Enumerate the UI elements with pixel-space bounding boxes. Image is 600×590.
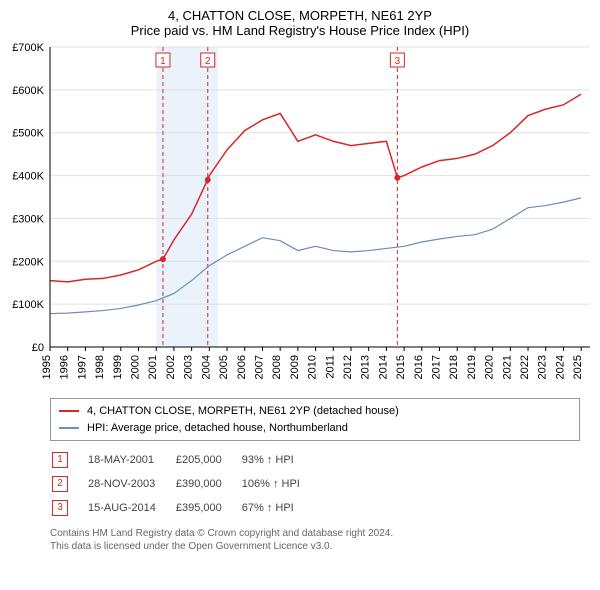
svg-text:£100K: £100K [12, 299, 44, 311]
svg-text:£300K: £300K [12, 213, 44, 225]
transaction-date: 18-MAY-2001 [88, 449, 174, 471]
svg-text:1998: 1998 [94, 355, 106, 379]
svg-text:2004: 2004 [200, 355, 212, 379]
svg-text:£600K: £600K [12, 85, 44, 97]
svg-text:1999: 1999 [112, 355, 124, 379]
legend-swatch [59, 410, 79, 412]
transaction-price: £395,000 [176, 497, 240, 519]
transaction-vs-hpi: 67% ↑ HPI [242, 497, 318, 519]
transaction-vs-hpi: 93% ↑ HPI [242, 449, 318, 471]
transaction-date: 28-NOV-2003 [88, 473, 174, 495]
footer-line1: Contains HM Land Registry data © Crown c… [50, 527, 580, 540]
footer-line2: This data is licensed under the Open Gov… [50, 540, 580, 553]
legend-item: 4, CHATTON CLOSE, MORPETH, NE61 2YP (det… [59, 403, 571, 420]
svg-text:2005: 2005 [218, 355, 230, 379]
svg-text:£500K: £500K [12, 128, 44, 140]
svg-text:2021: 2021 [501, 355, 513, 379]
legend-swatch [59, 427, 79, 429]
svg-text:2019: 2019 [466, 355, 478, 379]
legend-item: HPI: Average price, detached house, Nort… [59, 420, 571, 437]
svg-text:£400K: £400K [12, 171, 44, 183]
chart-subtitle: Price paid vs. HM Land Registry's House … [0, 23, 600, 42]
transaction-vs-hpi: 106% ↑ HPI [242, 473, 318, 495]
transaction-price: £205,000 [176, 449, 240, 471]
svg-text:1996: 1996 [59, 355, 71, 379]
svg-text:2003: 2003 [183, 355, 195, 379]
svg-text:2008: 2008 [271, 355, 283, 379]
transaction-price: £390,000 [176, 473, 240, 495]
svg-text:2012: 2012 [342, 355, 354, 379]
svg-text:2018: 2018 [448, 355, 460, 379]
svg-text:2017: 2017 [431, 355, 443, 379]
legend-label: 4, CHATTON CLOSE, MORPETH, NE61 2YP (det… [87, 403, 399, 420]
table-row: 1 18-MAY-2001£205,00093% ↑ HPI [52, 449, 318, 471]
svg-text:£200K: £200K [12, 256, 44, 268]
chart-area: £0 £100K £200K £300K £400K £500K £600K £700K 1 2 3… [0, 42, 600, 392]
legend: 4, CHATTON CLOSE, MORPETH, NE61 2YP (det… [50, 398, 580, 441]
legend-label: HPI: Average price, detached house, Nort… [87, 420, 348, 437]
svg-text:1997: 1997 [76, 355, 88, 379]
svg-text:2006: 2006 [236, 355, 248, 379]
chart-title: 4, CHATTON CLOSE, MORPETH, NE61 2YP [0, 0, 600, 23]
svg-text:£0: £0 [32, 342, 44, 354]
svg-text:1: 1 [160, 56, 166, 67]
svg-text:2013: 2013 [360, 355, 372, 379]
svg-text:2023: 2023 [537, 355, 549, 379]
svg-text:2025: 2025 [572, 355, 584, 379]
svg-text:2016: 2016 [413, 355, 425, 379]
transaction-marker: 1 [52, 452, 68, 468]
svg-text:1995: 1995 [41, 355, 53, 379]
svg-text:2015: 2015 [395, 355, 407, 379]
svg-text:2010: 2010 [307, 355, 319, 379]
transaction-marker: 3 [52, 500, 68, 516]
svg-text:£700K: £700K [12, 42, 44, 54]
svg-text:2011: 2011 [324, 355, 336, 379]
transaction-marker: 2 [52, 476, 68, 492]
svg-text:2009: 2009 [289, 355, 301, 379]
svg-text:2001: 2001 [147, 355, 159, 379]
svg-text:2007: 2007 [253, 355, 265, 379]
svg-text:3: 3 [395, 56, 401, 67]
transaction-date: 15-AUG-2014 [88, 497, 174, 519]
svg-text:2020: 2020 [484, 355, 496, 379]
footer-attribution: Contains HM Land Registry data © Crown c… [50, 527, 580, 553]
transaction-table: 1 18-MAY-2001£205,00093% ↑ HPI 2 28-NOV-200… [50, 447, 320, 521]
svg-text:2000: 2000 [130, 355, 142, 379]
svg-text:2002: 2002 [165, 355, 177, 379]
svg-text:2: 2 [205, 56, 211, 67]
table-row: 2 28-NOV-2003£390,000106% ↑ HPI [52, 473, 318, 495]
svg-text:2014: 2014 [377, 355, 389, 379]
table-row: 3 15-AUG-2014£395,00067% ↑ HPI [52, 497, 318, 519]
svg-text:2022: 2022 [519, 355, 531, 379]
svg-text:2024: 2024 [554, 355, 566, 379]
